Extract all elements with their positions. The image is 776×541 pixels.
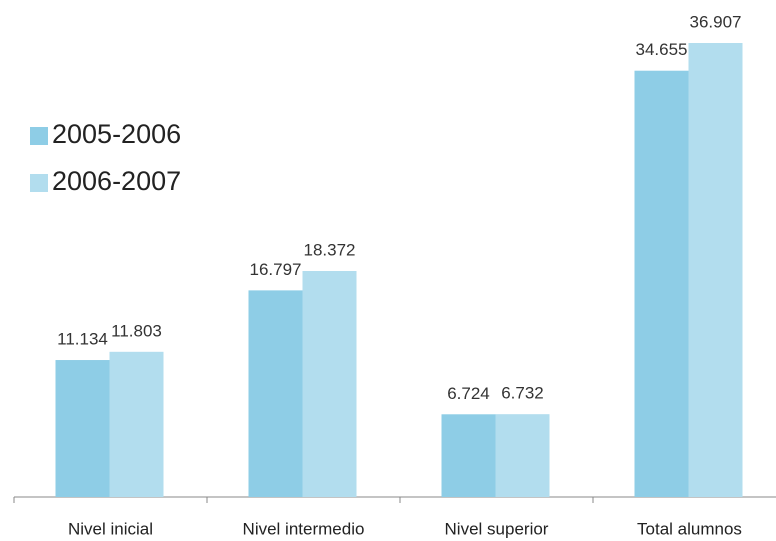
x-tick-label: Nivel inicial [68,519,153,538]
bar [109,351,164,497]
bar [688,43,743,497]
legend-label: 2005-2006 [52,119,181,149]
legend-label: 2006-2007 [52,166,181,196]
bar [55,360,110,497]
bar [634,70,689,498]
x-tick-label: Nivel intermedio [243,519,365,538]
legend-swatch [30,174,48,192]
value-label: 6.732 [501,384,544,403]
value-label: 16.797 [250,260,302,279]
value-label: 11.134 [57,330,108,349]
bar [302,271,357,497]
x-tick-label: Total alumnos [637,519,742,538]
value-label: 36.907 [690,12,742,31]
value-label: 11.803 [111,321,162,340]
bar [248,290,303,497]
value-label: 18.372 [304,240,356,259]
value-label: 34.655 [636,40,688,59]
bar [495,414,550,497]
legend-swatch [30,127,48,145]
bar [441,414,496,497]
value-label: 6.724 [447,384,490,403]
x-tick-label: Nivel superior [445,519,549,538]
